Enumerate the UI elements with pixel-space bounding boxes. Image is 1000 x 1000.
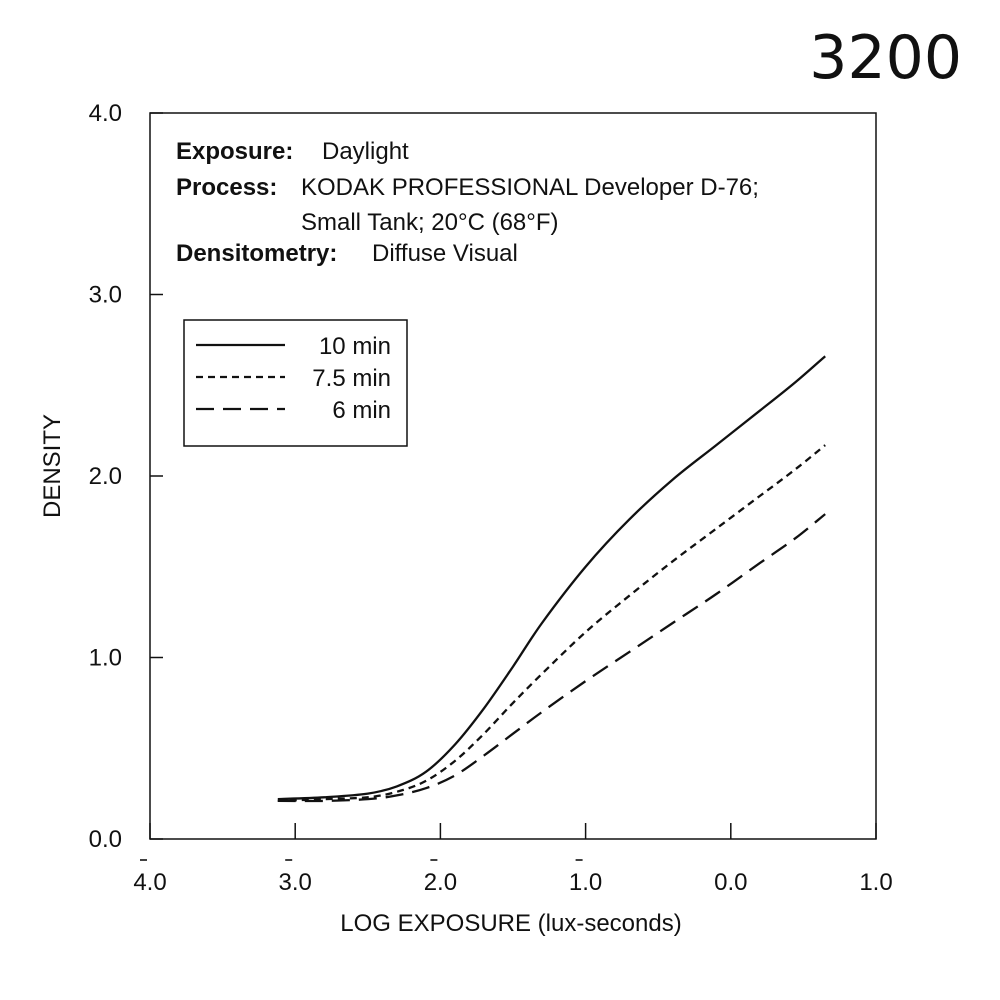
x-tick-label: 0.0 [714,869,747,896]
legend-label: 6 min [332,397,391,424]
x-axis: 4.0 3.0 2.0 1.0 0.0 1.0 [133,823,893,896]
condition-key: Process: [176,174,277,201]
film-speed-label: 3200 [809,23,962,93]
x-tick-label: 1.0 [859,869,892,896]
y-tick-label: 3.0 [89,282,122,309]
x-tick-label: 2.0 [424,869,457,896]
y-axis: 0.0 1.0 2.0 3.0 4.0 [89,100,163,853]
legend-label: 10 min [319,333,391,360]
y-tick-label: 1.0 [89,645,122,672]
process-conditions: Exposure: Daylight Process: KODAK PROFESSIO… [176,138,759,267]
y-tick-label: 4.0 [89,100,122,127]
series-line [277,444,826,803]
condition-value: Daylight [322,138,409,165]
condition-value: Diffuse Visual [372,240,518,267]
condition-value: Small Tank; 20°C (68°F) [301,209,559,236]
condition-key: Exposure: [176,138,293,165]
x-tick-label: 4.0 [133,869,166,896]
y-tick-label: 0.0 [89,826,122,853]
x-tick-label: 3.0 [279,869,312,896]
legend-label: 7.5 min [312,365,391,392]
y-axis-label: DENSITY [39,414,66,518]
series-layer [277,355,826,803]
condition-value: KODAK PROFESSIONAL Developer D-76; [301,174,759,201]
x-tick-label: 1.0 [569,869,602,896]
series-line [277,355,826,801]
condition-key: Densitometry: [176,240,337,267]
legend: 10 min 7.5 min 6 min [183,319,408,447]
y-tick-label: 2.0 [89,463,122,490]
series-line [277,513,826,803]
x-axis-label: LOG EXPOSURE (lux-seconds) [340,910,681,937]
legend-box [183,319,408,447]
